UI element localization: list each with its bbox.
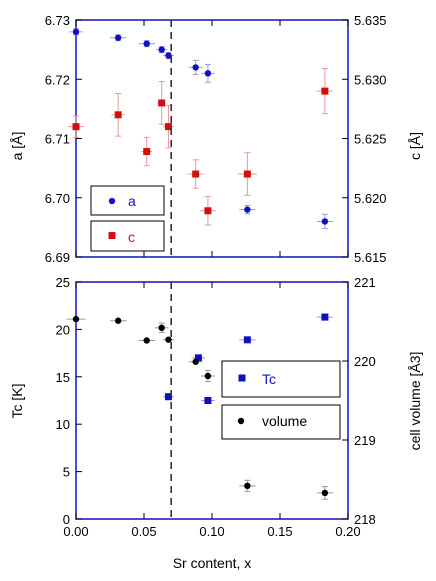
panel-lattice: 6.69 6.70 6.71 6.72 6.73 5.615 5.620 5.625 5.630…: [9, 13, 423, 265]
top-y2-tick-label: 5.630: [354, 72, 387, 87]
bottom-y2-tick-label: 218: [354, 512, 376, 527]
legend-top: a c: [90, 185, 165, 252]
data-point-c: [72, 123, 80, 131]
data-point-a: [192, 64, 199, 71]
data-point-c: [114, 111, 122, 119]
data-point-volume: [244, 482, 251, 490]
bottom-y-tick-label: 20: [56, 322, 70, 337]
data-point-c: [143, 148, 151, 156]
y-axis-label-a: a [Å]: [9, 132, 25, 161]
data-point-tc: [243, 336, 251, 344]
x-tick-label: 0.00: [63, 524, 88, 539]
top-y2-tick-label: 5.620: [354, 191, 387, 206]
legend-marker-a: [108, 197, 116, 205]
y-axis-label-c: c [Å]: [407, 132, 423, 160]
bottom-y2-tick-label: 220: [354, 354, 376, 369]
bottom-y2-tick-label: 219: [354, 433, 376, 448]
data-point-a: [321, 218, 329, 225]
data-point-tc: [194, 354, 202, 362]
data-point-volume: [321, 489, 329, 497]
legend-label-volume: volume: [262, 413, 307, 429]
y-axis-label-tc: Tc [K]: [9, 383, 25, 418]
top-y2-tick-label: 5.615: [354, 250, 387, 265]
legend-box-a: [90, 185, 165, 216]
data-point-tc: [321, 313, 329, 321]
svg-text:Tc [K]: Tc [K]: [9, 383, 25, 418]
top-y-tick-label: 6.69: [45, 250, 70, 265]
top-y2-tick-label: 5.635: [354, 13, 387, 28]
bottom-y-tick-label: 25: [56, 275, 70, 290]
x-tick-label: 0.15: [267, 524, 292, 539]
data-point-c: [243, 170, 251, 178]
x-axis-label: Sr content, x: [173, 555, 252, 571]
data-point-volume: [114, 317, 122, 324]
top-y-tick-label: 6.72: [45, 72, 70, 87]
legend-box-c: [90, 220, 165, 252]
top-y-tick-label: 6.70: [45, 191, 70, 206]
data-point-volume: [158, 324, 165, 332]
top-y-tick-label: 6.71: [45, 132, 70, 147]
bottom-y-tick-label: 15: [56, 370, 70, 385]
top-y-tick-label: 6.73: [45, 13, 70, 28]
legend-box-tc: [221, 360, 341, 398]
legend-label-a: a: [128, 193, 136, 209]
legend-label-tc: Tc: [262, 371, 276, 387]
data-point-a: [72, 28, 80, 36]
data-point-c: [321, 87, 329, 95]
legend-label-c: c: [128, 229, 135, 245]
panel-tc-volume: 0.00 0.05 0.10 0.15 0.20 0 5 10 15 20 25 218 219 220 2…: [9, 275, 423, 571]
legend-marker-volume: [237, 417, 245, 425]
data-point-volume: [192, 358, 199, 365]
data-point-tc: [204, 397, 212, 404]
legend-marker-c: [108, 232, 116, 239]
bottom-y2-tick-label: 221: [354, 275, 376, 290]
x-tick-label: 0.20: [335, 524, 360, 539]
data-point-c: [158, 99, 166, 107]
x-tick-label: 0.10: [199, 524, 224, 539]
data-point-a: [165, 52, 172, 59]
data-point-a: [244, 206, 251, 213]
top-y2-tick-label: 5.625: [354, 132, 387, 147]
data-point-c: [192, 170, 200, 178]
data-point-a: [158, 46, 165, 53]
legend-marker-tc: [238, 374, 246, 382]
data-point-c: [164, 123, 172, 131]
data-point-volume: [204, 372, 212, 380]
legend-bottom: Tc volume: [221, 360, 341, 440]
data-point-a: [143, 40, 150, 47]
data-point-a: [114, 34, 122, 41]
x-tick-label: 0.05: [131, 524, 156, 539]
data-point-volume: [143, 337, 150, 344]
svg-text:cell volume [Å3]: cell volume [Å3]: [407, 352, 423, 451]
data-point-c: [204, 207, 212, 215]
y-axis-label-volume: cell volume [Å3]: [407, 352, 423, 451]
data-point-volume: [72, 315, 80, 323]
bottom-y-tick-label: 5: [63, 465, 70, 480]
bottom-y-tick-label: 0: [63, 512, 70, 527]
data-point-volume: [165, 336, 172, 343]
data-point-tc: [164, 393, 172, 401]
data-point-a: [204, 70, 212, 77]
bottom-y-tick-label: 10: [56, 417, 70, 432]
